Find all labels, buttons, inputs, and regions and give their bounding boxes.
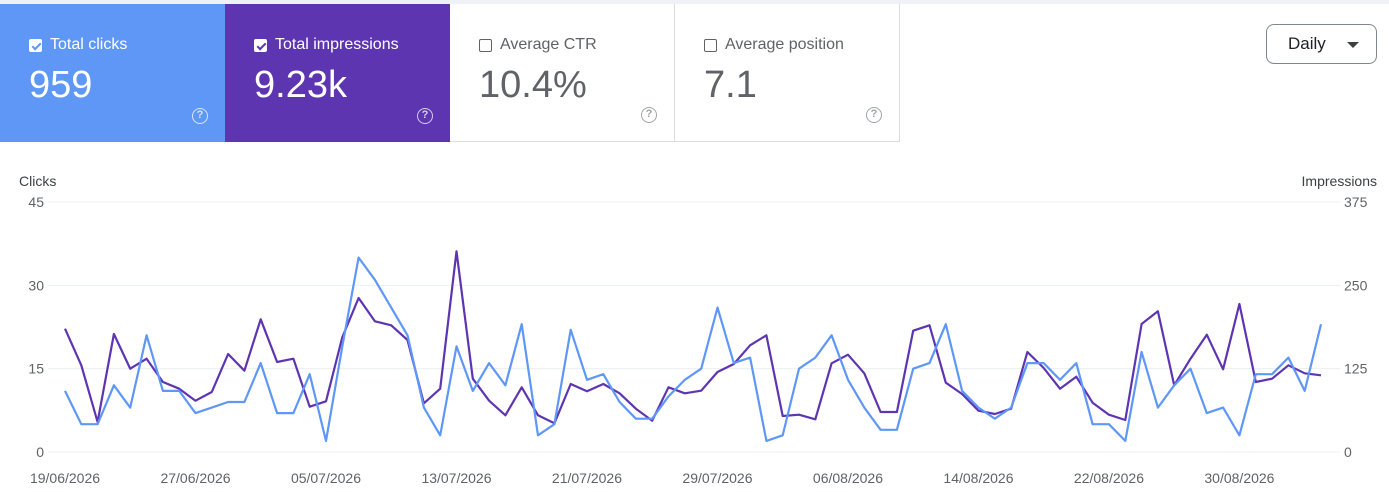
series-line-clicks[interactable] — [64, 256, 1323, 442]
x-tick-label: 30/08/2026 — [1204, 470, 1274, 486]
metric-label: Average CTR — [500, 36, 597, 53]
checkbox-unchecked-icon[interactable] — [704, 38, 717, 52]
granularity-select[interactable]: Daily — [1266, 24, 1377, 64]
metric-card-header: Average CTR — [479, 36, 597, 54]
metric-value: 959 — [29, 64, 93, 106]
x-tick-label: 19/06/2026 — [30, 470, 100, 486]
help-circle-icon[interactable]: ? — [417, 108, 433, 124]
checkbox-unchecked-icon[interactable] — [479, 38, 492, 52]
metric-value: 9.23k — [254, 64, 347, 106]
help-circle-icon[interactable]: ? — [866, 107, 882, 123]
metric-card-header: Average position — [704, 36, 844, 54]
x-tick-label: 05/07/2026 — [291, 470, 361, 486]
y-tick-label-left: 15 — [28, 361, 44, 377]
x-tick-label: 21/07/2026 — [552, 470, 622, 486]
metric-label: Total impressions — [275, 36, 399, 53]
y-tick-label-left: 30 — [28, 277, 44, 293]
metric-value: 10.4% — [479, 64, 587, 106]
arrow-drop-down-icon — [1347, 42, 1359, 48]
y-tick-label-left: 45 — [28, 194, 44, 210]
metric-card-header: Total clicks — [29, 36, 127, 54]
metric-cards: Total clicks 959 ? Total impressions 9.2… — [0, 4, 900, 142]
performance-chart: 0 15 30 45 0 125 250 375 19/06/2026 27/06/2026 05/… — [28, 194, 1368, 486]
y-tick-label-right: 375 — [1344, 194, 1368, 210]
metric-card-average-position[interactable]: Average position 7.1 ? — [675, 4, 900, 142]
metric-card-header: Total impressions — [254, 36, 399, 54]
metric-label: Average position — [725, 36, 844, 53]
x-tick-label: 29/07/2026 — [682, 470, 752, 486]
x-tick-label: 22/08/2026 — [1074, 470, 1144, 486]
metric-card-average-ctr[interactable]: Average CTR 10.4% ? — [450, 4, 675, 142]
y-tick-label-right: 250 — [1344, 277, 1368, 293]
series-line-impressions[interactable] — [63, 250, 1322, 425]
left-axis-title: Clicks — [19, 173, 57, 189]
y-tick-label-right: 0 — [1344, 444, 1352, 460]
x-tick-label: 06/08/2026 — [813, 470, 883, 486]
x-tick-label: 14/08/2026 — [943, 470, 1013, 486]
metric-card-total-clicks[interactable]: Total clicks 959 ? — [0, 4, 225, 142]
checkbox-checked-icon[interactable] — [29, 38, 42, 52]
metric-label: Total clicks — [50, 36, 128, 53]
help-circle-icon[interactable]: ? — [192, 108, 208, 124]
y-tick-label-right: 125 — [1344, 361, 1368, 377]
right-axis-title: Impressions — [1301, 173, 1377, 189]
metric-card-total-impressions[interactable]: Total impressions 9.23k ? — [225, 4, 450, 142]
metric-value: 7.1 — [704, 64, 757, 106]
top-strip — [0, 0, 1389, 4]
granularity-value: Daily — [1288, 34, 1326, 53]
x-tick-label: 13/07/2026 — [421, 470, 491, 486]
checkbox-checked-icon[interactable] — [254, 38, 267, 52]
y-tick-label-left: 0 — [36, 444, 44, 460]
x-tick-label: 27/06/2026 — [160, 470, 230, 486]
help-circle-icon[interactable]: ? — [641, 107, 657, 123]
